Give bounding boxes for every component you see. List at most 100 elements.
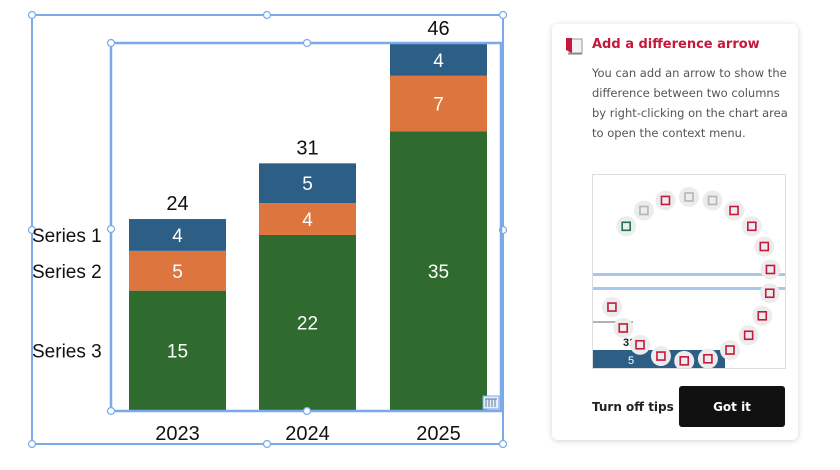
legend-icon-bg: [752, 305, 773, 326]
difference-arrow-icon: [697, 348, 718, 368]
category-remove-icon-bg: [760, 259, 781, 280]
plot-area-selection-frame[interactable]: [106, 38, 503, 416]
stacked-column-chart[interactable]: 15 5 4 24 2023 22 4 5 31 2024 35 7 4 46 2025 Series 1 Se…: [0, 0, 540, 470]
context-menu-preview: 5 31: [592, 174, 786, 369]
level-difference-icon: [674, 350, 695, 368]
resize-handle[interactable]: [27, 439, 37, 449]
data-label: 4: [433, 51, 444, 72]
difference-arrow-icon-glyph: [703, 353, 713, 364]
category-label: 2024: [285, 423, 330, 445]
plot-resize-handle[interactable]: [302, 406, 312, 416]
copy-icon-bg: [633, 200, 654, 221]
series-remove-icon-glyph: [764, 288, 775, 299]
tip-body: You can add an arrow to show the differe…: [592, 66, 788, 140]
column-difference-icon: [601, 297, 622, 318]
labels-layer: 15 5 4 24 2023 22 4 5 31 2024 35 7 4 46 2025 Series 1 Se…: [32, 18, 461, 445]
tip-card: Add a difference arrow You can add an ar…: [552, 24, 798, 440]
data-label: 5: [172, 262, 183, 283]
data-label: 22: [297, 313, 318, 334]
category-label: 2023: [155, 423, 200, 445]
data-label: 15: [167, 341, 188, 362]
delete-icon-glyph: [660, 195, 671, 206]
sum-remove-icon-glyph: [729, 205, 739, 216]
cagr-arrow-icon-bg: [613, 317, 634, 338]
bar-segment[interactable]: [129, 250, 226, 291]
total-label: 31: [296, 137, 318, 159]
category-axis-icon-glyph: [743, 330, 754, 341]
value-42-remove-icon-bg: [754, 236, 775, 257]
tip-title: Add a difference arrow: [592, 37, 760, 52]
difference-arrow-tip-icon: [566, 38, 583, 55]
column-gap-icon-glyph: [684, 192, 694, 202]
data-label: 35: [428, 262, 449, 283]
excel-datasheet-icon-glyph: [621, 221, 631, 232]
value-axis-icon-bg: [720, 340, 740, 361]
plot-resize-handle[interactable]: [106, 406, 116, 416]
data-label: 4: [172, 226, 183, 247]
legend-entry[interactable]: Series 3: [32, 341, 102, 362]
bar-segment[interactable]: [129, 290, 226, 410]
bar-segment[interactable]: [390, 131, 487, 411]
cagr-arrow-icon-glyph: [618, 323, 629, 333]
resize-handle[interactable]: [27, 225, 37, 235]
datasheet-icon[interactable]: [482, 395, 500, 410]
plot-resize-handle[interactable]: [106, 224, 116, 234]
legend-icon: [752, 305, 773, 326]
resize-handle[interactable]: [498, 10, 508, 20]
turn-off-tips-button[interactable]: Turn off tips: [592, 400, 674, 414]
value-axis-icon-glyph: [725, 345, 735, 355]
line-arrow-icon-glyph: [656, 351, 666, 361]
sum-icon-glyph: [747, 221, 757, 232]
bar-segment[interactable]: [129, 219, 226, 251]
data-label: 4: [302, 210, 313, 231]
difference-arrow-icon-bg: [697, 348, 718, 368]
legend-entry[interactable]: Series 2: [32, 262, 102, 283]
resize-handle[interactable]: [27, 10, 37, 20]
column-gap-icon: [679, 187, 699, 207]
bar-segment[interactable]: [259, 203, 356, 235]
context-menu-ring: [601, 187, 781, 368]
bar-segment[interactable]: [259, 163, 356, 204]
plot-resize-handle[interactable]: [302, 38, 312, 48]
level-difference-icon-glyph: [679, 356, 690, 366]
value-42-remove-icon-glyph: [759, 241, 770, 252]
series-remove-icon-bg: [759, 283, 780, 304]
sum-icon: [741, 216, 762, 237]
resize-handle[interactable]: [498, 439, 508, 449]
sum-remove-icon: [724, 200, 745, 221]
category-label: 2025: [416, 423, 461, 445]
difference-icon-glyph: [707, 195, 718, 206]
line-arrow-icon-bg: [650, 346, 671, 367]
copy-icon-glyph: [639, 205, 649, 216]
sum-icon-bg: [741, 216, 762, 237]
data-label: 5: [302, 174, 313, 195]
connector-icon: [630, 334, 651, 355]
copy-icon: [633, 200, 654, 221]
resize-handle[interactable]: [262, 439, 272, 449]
sum-remove-icon-bg: [724, 200, 745, 221]
connector-icon-bg: [630, 334, 651, 355]
data-label: 7: [433, 95, 444, 116]
value-axis-icon: [720, 340, 740, 361]
column-difference-icon-glyph: [607, 302, 617, 312]
resize-handle[interactable]: [262, 10, 272, 20]
column-gap-icon-bg: [679, 187, 699, 207]
bar-segment[interactable]: [390, 44, 487, 76]
legend-icon-glyph: [757, 311, 768, 321]
difference-icon-bg: [702, 190, 723, 211]
cagr-arrow-icon: [613, 317, 634, 338]
line-arrow-icon: [650, 346, 671, 367]
bar-segment[interactable]: [259, 234, 356, 410]
column-difference-icon-bg: [601, 297, 622, 318]
category-remove-icon-glyph: [765, 264, 776, 275]
total-label: 24: [166, 193, 188, 215]
connector-icon-glyph: [635, 339, 645, 350]
category-axis-icon-bg: [738, 325, 759, 346]
plot-resize-handle[interactable]: [106, 38, 116, 48]
bar-segment[interactable]: [390, 75, 487, 132]
got-it-button[interactable]: Got it: [679, 386, 785, 427]
excel-datasheet-icon: [616, 216, 637, 237]
total-label: 46: [427, 18, 449, 40]
difference-icon: [702, 190, 723, 211]
legend-entry[interactable]: Series 1: [32, 226, 102, 247]
